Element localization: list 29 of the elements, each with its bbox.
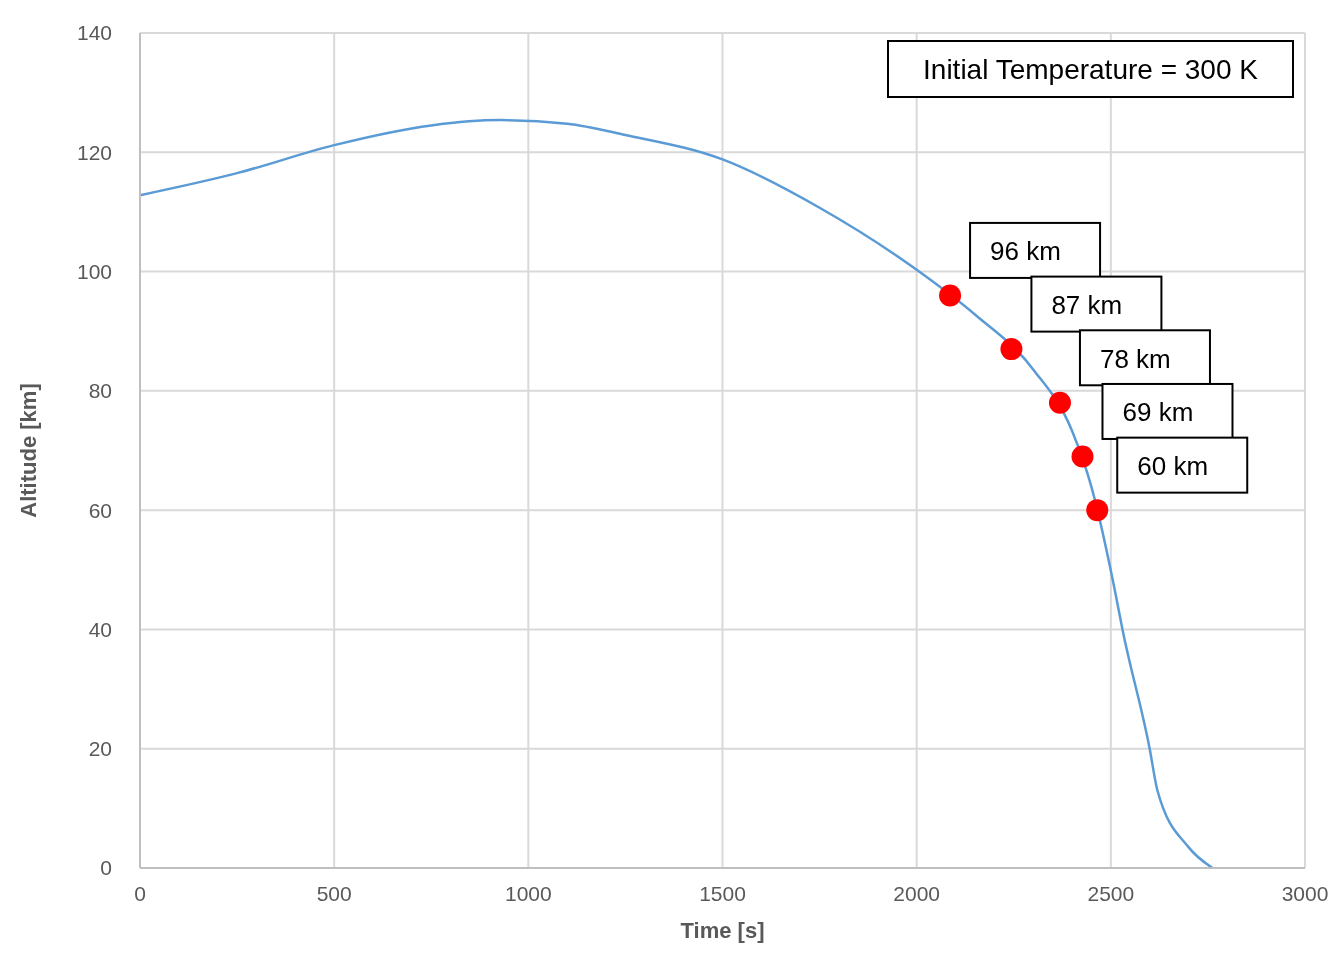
y-tick-label: 20 bbox=[88, 737, 112, 761]
point bbox=[1086, 499, 1109, 522]
y-tick-label: 60 bbox=[88, 498, 112, 522]
y-tick-label: 80 bbox=[88, 379, 112, 403]
y-tick-label: 0 bbox=[100, 856, 112, 880]
x-tick-label: 2000 bbox=[893, 881, 941, 905]
x-axis-title: Time [s] bbox=[680, 918, 765, 943]
y-tick-label: 120 bbox=[76, 140, 112, 164]
x-tick-label: 500 bbox=[316, 881, 352, 905]
x-tick-label: 3000 bbox=[1281, 881, 1329, 905]
x-tick-label: 0 bbox=[134, 881, 146, 905]
annotation: 87 km bbox=[1051, 290, 1123, 321]
x-tick-label: 1500 bbox=[699, 881, 746, 905]
annotation: 69 km bbox=[1122, 397, 1194, 428]
point bbox=[1048, 391, 1071, 414]
y-tick-label: 140 bbox=[76, 21, 112, 45]
x-tick-label: 1000 bbox=[504, 881, 552, 905]
x-tick-label: 2500 bbox=[1087, 881, 1135, 905]
annotation: Initial Temperature = 300 K bbox=[923, 54, 1259, 85]
annotation: 96 km bbox=[990, 236, 1061, 267]
line-series bbox=[140, 118, 1214, 868]
point bbox=[1071, 445, 1094, 468]
point bbox=[1000, 338, 1023, 361]
point bbox=[939, 284, 962, 307]
y-tick-label: 100 bbox=[76, 260, 112, 284]
annotation: 60 km bbox=[1137, 451, 1209, 482]
annotation: 78 km bbox=[1099, 343, 1171, 374]
y-tick-label: 40 bbox=[88, 617, 112, 641]
y-axis-title: Altitude [km] bbox=[15, 383, 41, 518]
